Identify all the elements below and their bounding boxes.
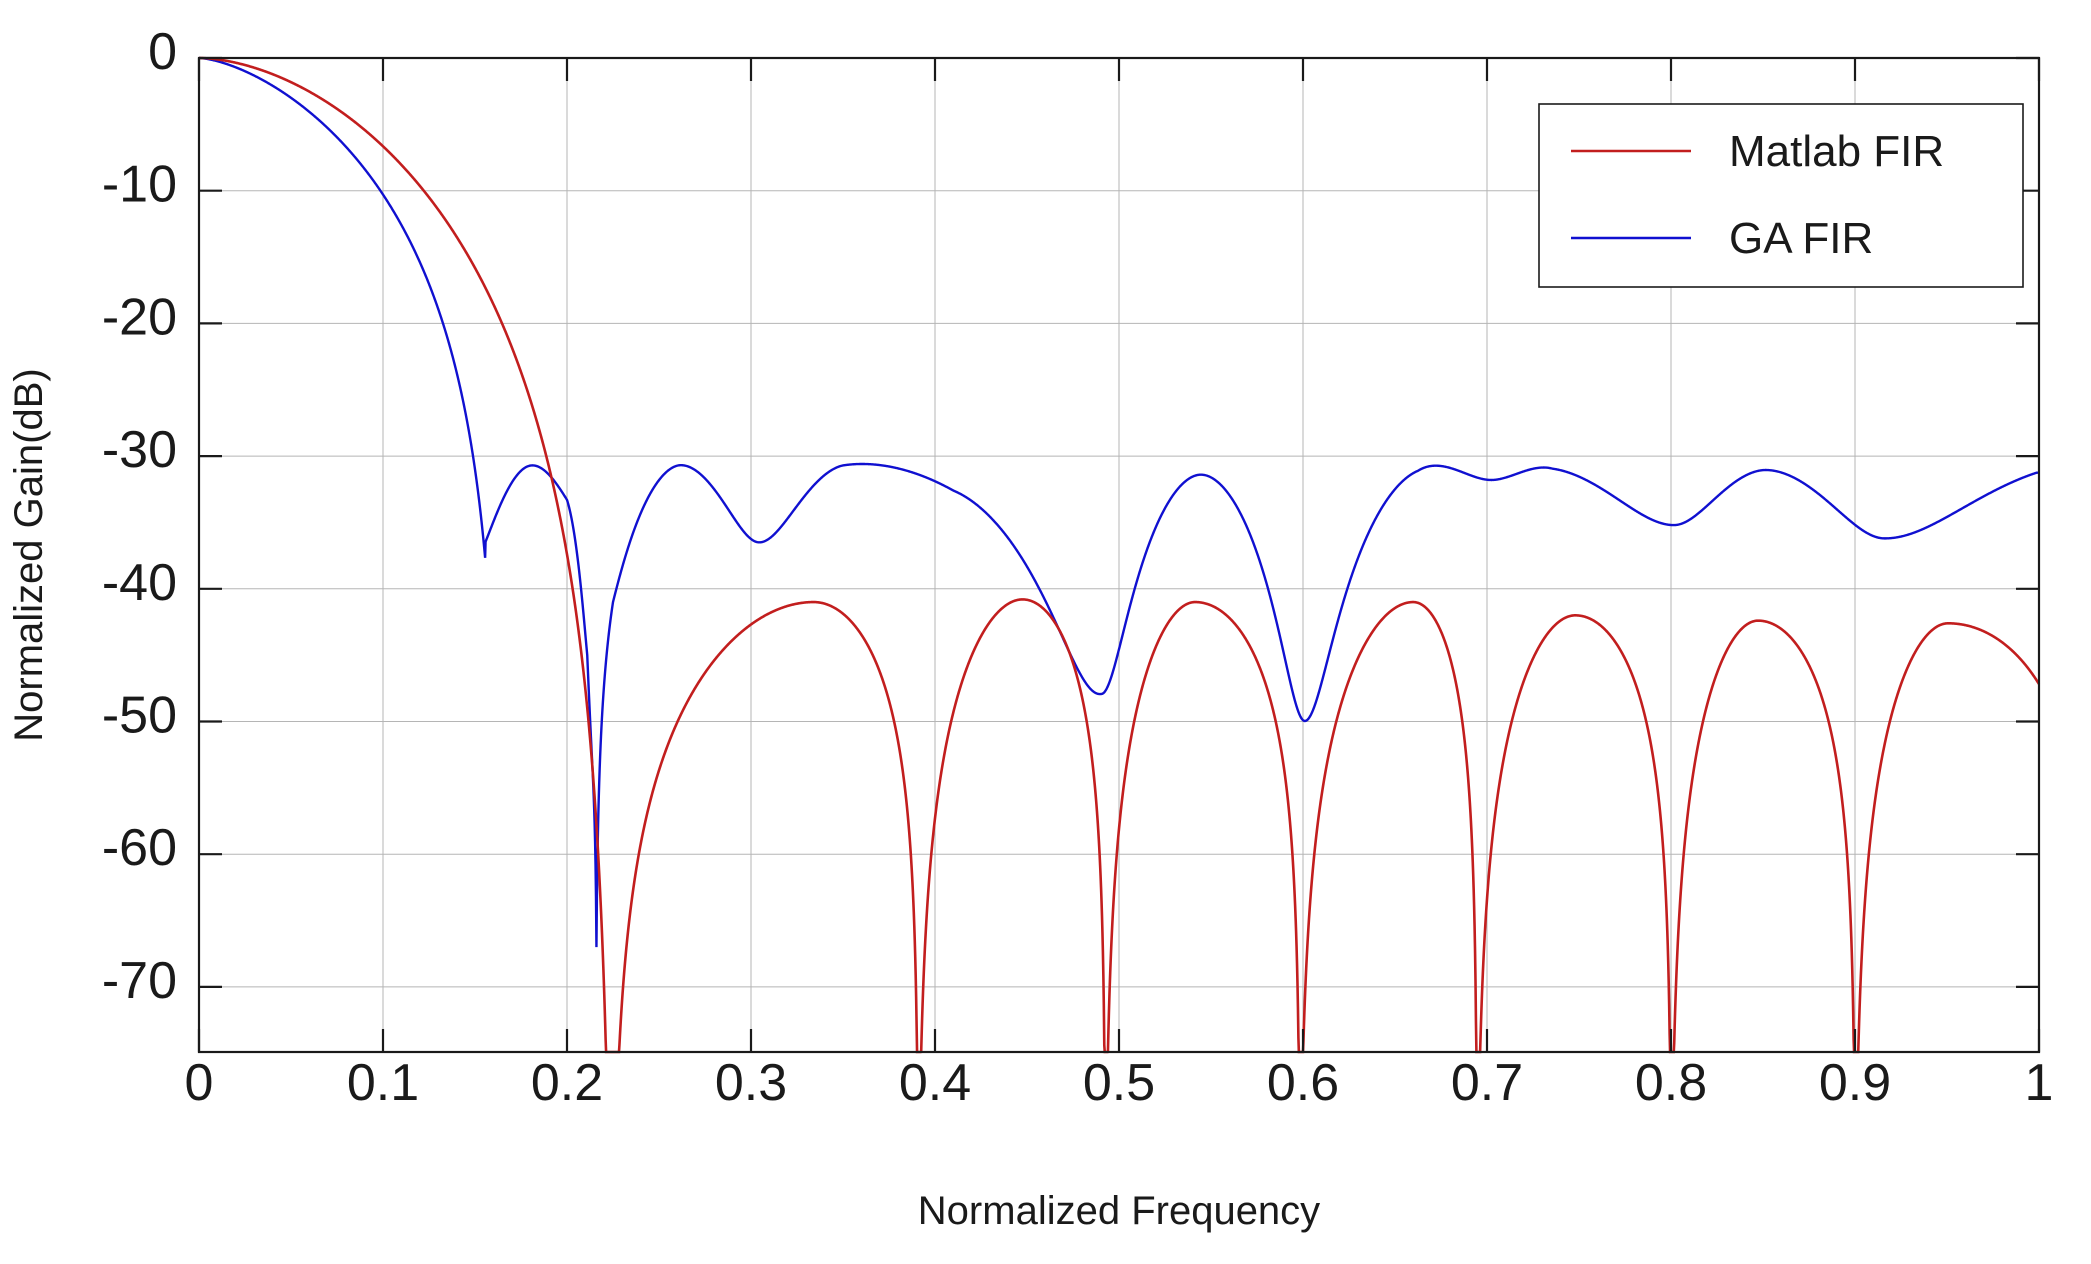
svg-text:Normalized Gain(dB): Normalized Gain(dB)	[7, 368, 51, 741]
svg-text:-10: -10	[102, 156, 177, 214]
svg-text:GA FIR: GA FIR	[1729, 214, 1873, 263]
svg-text:0: 0	[148, 23, 177, 81]
svg-text:0.1: 0.1	[347, 1054, 419, 1112]
svg-text:Matlab FIR: Matlab FIR	[1729, 127, 1944, 176]
svg-text:-70: -70	[102, 952, 177, 1010]
svg-text:-40: -40	[102, 554, 177, 612]
svg-text:0.2: 0.2	[531, 1054, 603, 1112]
svg-text:0: 0	[185, 1054, 214, 1112]
svg-text:-50: -50	[102, 687, 177, 745]
svg-text:0.9: 0.9	[1819, 1054, 1891, 1112]
svg-text:Normalized Frequency: Normalized Frequency	[918, 1189, 1320, 1233]
svg-text:0.4: 0.4	[899, 1054, 971, 1112]
svg-text:0.7: 0.7	[1451, 1054, 1523, 1112]
svg-text:-20: -20	[102, 288, 177, 346]
svg-text:0.3: 0.3	[715, 1054, 787, 1112]
svg-text:1: 1	[2025, 1054, 2054, 1112]
svg-text:0.8: 0.8	[1635, 1054, 1707, 1112]
svg-text:0.5: 0.5	[1083, 1054, 1155, 1112]
svg-text:-60: -60	[102, 819, 177, 877]
svg-text:0.6: 0.6	[1267, 1054, 1339, 1112]
svg-text:-30: -30	[102, 421, 177, 479]
